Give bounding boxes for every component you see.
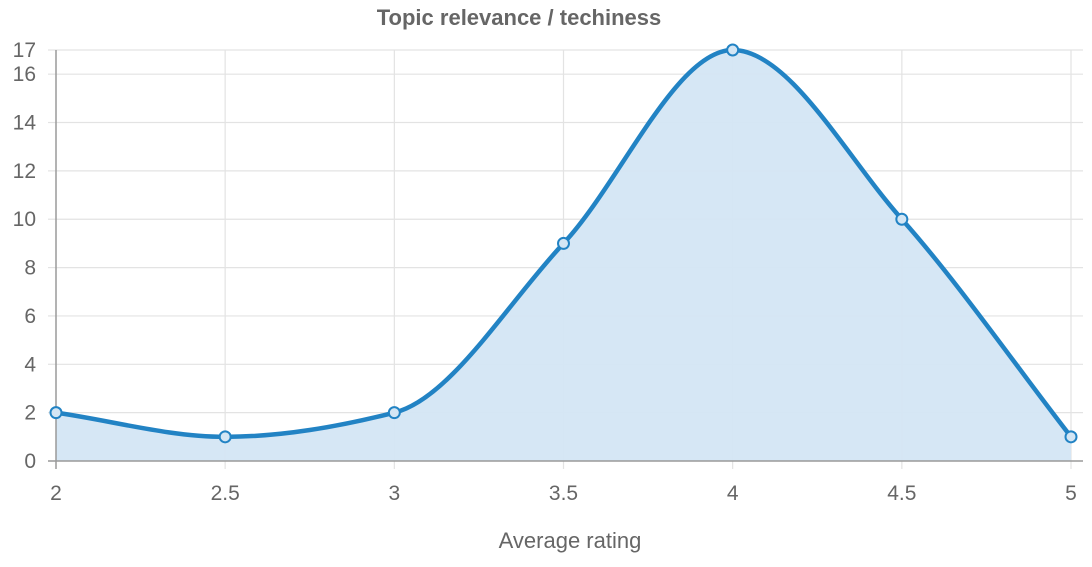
x-tick-label: 4 [727,482,739,505]
x-tick-label: 2 [50,482,62,505]
y-tick-label: 10 [13,208,36,231]
y-tick-label: 0 [24,450,36,473]
data-point [895,212,909,226]
data-points [49,43,1078,444]
y-tick-label: 6 [24,305,36,328]
data-point [387,406,401,420]
chart-title: Topic relevance / techiness [377,5,662,30]
y-tick-label: 8 [24,257,36,280]
data-point [1064,430,1078,444]
x-tick-label: 5 [1065,482,1077,505]
y-tick-label: 12 [13,160,36,183]
y-tick-label: 14 [13,112,37,135]
y-tick-label: 4 [24,353,36,376]
series-area [56,50,1071,461]
x-tick-label: 2.5 [211,482,240,505]
y-tick-label: 16 [13,63,36,86]
y-tick-label: 17 [13,39,36,62]
area-fill [56,50,1071,461]
x-axis-ticks: 2 2.5 3 3.5 4 4.5 5 [50,482,1077,505]
data-point [218,430,232,444]
data-point [726,43,740,57]
data-point [557,236,570,250]
data-point [49,406,63,420]
x-tick-label: 3 [388,482,400,505]
axes [48,50,1083,469]
x-tick-label: 3.5 [549,482,578,505]
y-tick-label: 2 [24,402,36,425]
x-axis-label: Average rating [499,528,642,553]
x-tick-label: 4.5 [887,482,916,505]
